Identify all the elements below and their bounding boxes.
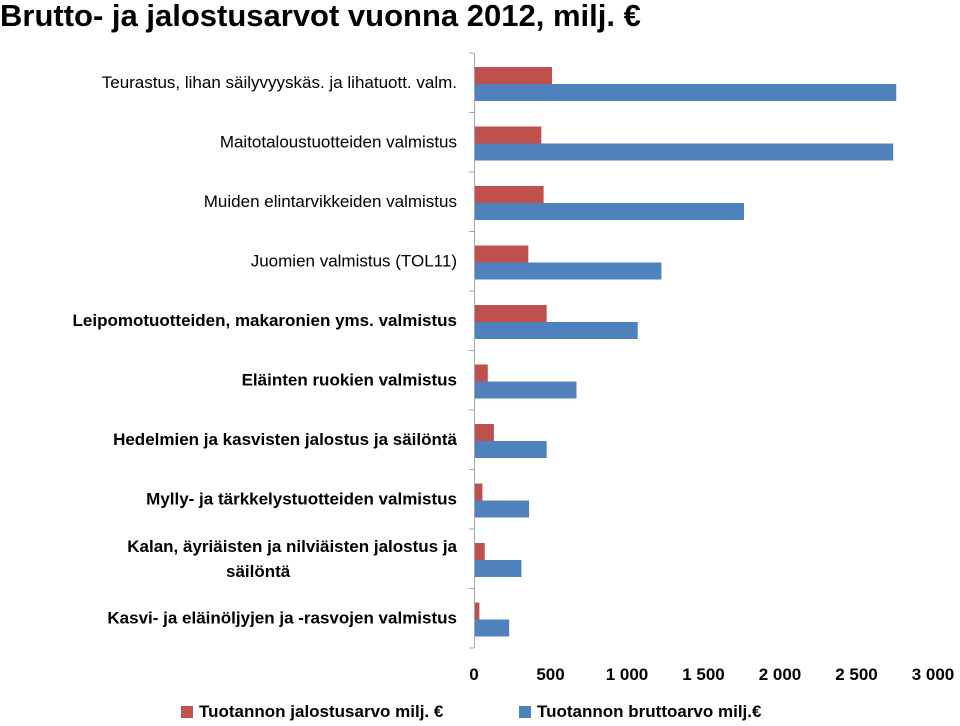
bar-value-added-4	[474, 305, 547, 322]
category-label-3: Juomien valmistus (TOL11)	[251, 252, 457, 271]
bar-gross-value-1	[474, 143, 894, 161]
category-label-6: Hedelmien ja kasvisten jalostus ja säilö…	[113, 430, 457, 449]
category-label-5: Eläinten ruokien valmistus	[242, 371, 457, 390]
legend-label-value-added: Tuotannon jalostusarvo milj. €	[199, 702, 444, 721]
bar-value-added-9	[474, 602, 480, 620]
legend: Tuotannon jalostusarvo milj. € Tuotannon…	[0, 702, 960, 726]
bar-value-added-7	[474, 483, 483, 501]
x-tick-label-0: 0	[469, 665, 478, 684]
bar-gross-value-8	[474, 560, 522, 577]
x-tick-label-3: 1 500	[682, 665, 725, 684]
bar-chart: Teurastus, lihan säilyvyyskäs. ja lihatu…	[73, 52, 955, 684]
bar-value-added-1	[474, 126, 542, 144]
bar-value-added-5	[474, 364, 488, 382]
bar-gross-value-0	[474, 84, 897, 101]
x-tick-label-5: 2 500	[835, 665, 878, 684]
bar-gross-value-2	[474, 203, 745, 220]
bar-value-added-6	[474, 424, 494, 441]
bar-gross-value-7	[474, 500, 530, 518]
legend-item-gross-value: Tuotannon bruttoarvo milj.€	[519, 702, 761, 722]
bar-gross-value-6	[474, 441, 547, 458]
bar-gross-value-5	[474, 381, 577, 399]
legend-swatch-value-added	[181, 706, 193, 718]
x-tick-label-2: 1 000	[606, 665, 649, 684]
bar-value-added-3	[474, 245, 529, 263]
x-tick-label-1: 500	[536, 665, 564, 684]
category-label-4: Leipomotuotteiden, makaronien yms. valmi…	[73, 311, 457, 330]
bar-gross-value-4	[474, 322, 638, 339]
bar-gross-value-3	[474, 262, 662, 280]
bar-value-added-0	[474, 67, 553, 84]
category-label-8-line-0: Kalan, äyriäisten ja nilviäisten jalostu…	[127, 537, 457, 556]
category-label-1: Maitotaloustuotteiden valmistus	[220, 133, 457, 152]
chart-title: Brutto- ja jalostusarvot vuonna 2012, mi…	[0, 0, 641, 33]
category-label-9: Kasvi- ja eläinöljyjen ja -rasvojen valm…	[107, 609, 457, 628]
x-tick-label-6: 3 000	[912, 665, 955, 684]
category-label-7: Mylly- ja tärkkelystuotteiden valmistus	[146, 490, 457, 509]
category-label-8-line-1: säilöntä	[226, 562, 291, 581]
legend-swatch-gross-value	[519, 706, 531, 718]
category-label-2: Muiden elintarvikkeiden valmistus	[204, 192, 457, 211]
x-tick-label-4: 2 000	[759, 665, 802, 684]
legend-label-gross-value: Tuotannon bruttoarvo milj.€	[537, 702, 762, 721]
category-label-0: Teurastus, lihan säilyvyyskäs. ja lihatu…	[102, 73, 457, 92]
bar-gross-value-9	[474, 619, 510, 637]
legend-item-value-added: Tuotannon jalostusarvo milj. €	[181, 702, 443, 722]
bar-value-added-2	[474, 186, 544, 203]
bar-value-added-8	[474, 543, 485, 560]
